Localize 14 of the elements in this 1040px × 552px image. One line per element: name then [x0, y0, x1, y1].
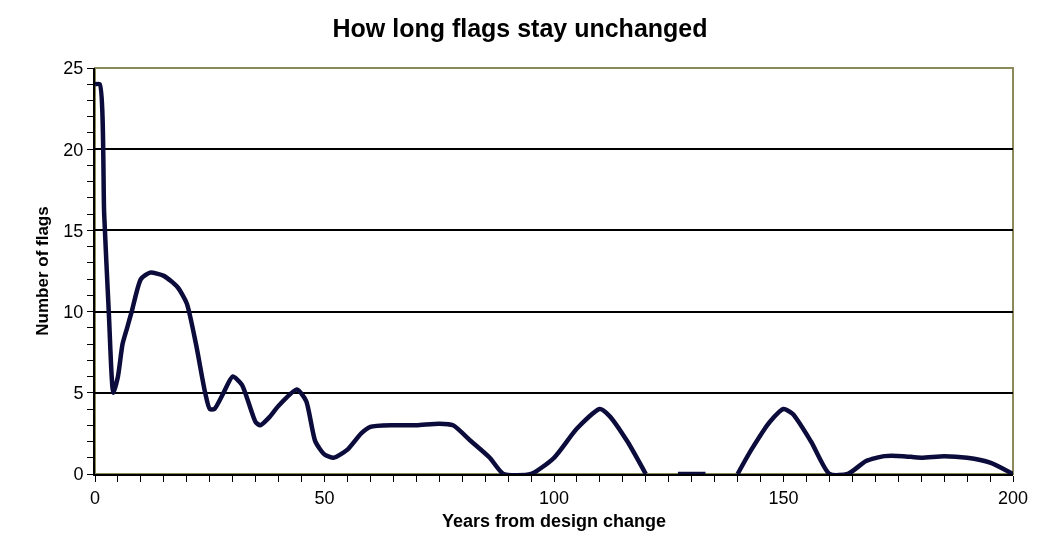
- x-tick-label: 200: [997, 487, 1029, 508]
- chart-title: How long flags stay unchanged: [332, 13, 708, 42]
- x-axis-title: Years from design change: [441, 511, 667, 532]
- x-tick-label: 150: [768, 487, 799, 508]
- x-tick-label: 0: [89, 487, 101, 508]
- y-axis-title: Number of flags: [33, 206, 53, 336]
- y-tick-label: 20: [63, 139, 84, 160]
- x-tick-label: 50: [314, 487, 335, 508]
- y-tick-label: 10: [63, 301, 84, 322]
- x-tick-label: 100: [538, 487, 570, 508]
- y-tick-label: 15: [63, 220, 84, 241]
- y-tick-label: 0: [73, 464, 84, 485]
- y-tick-label: 25: [63, 58, 84, 79]
- y-tick-label: 5: [73, 383, 84, 404]
